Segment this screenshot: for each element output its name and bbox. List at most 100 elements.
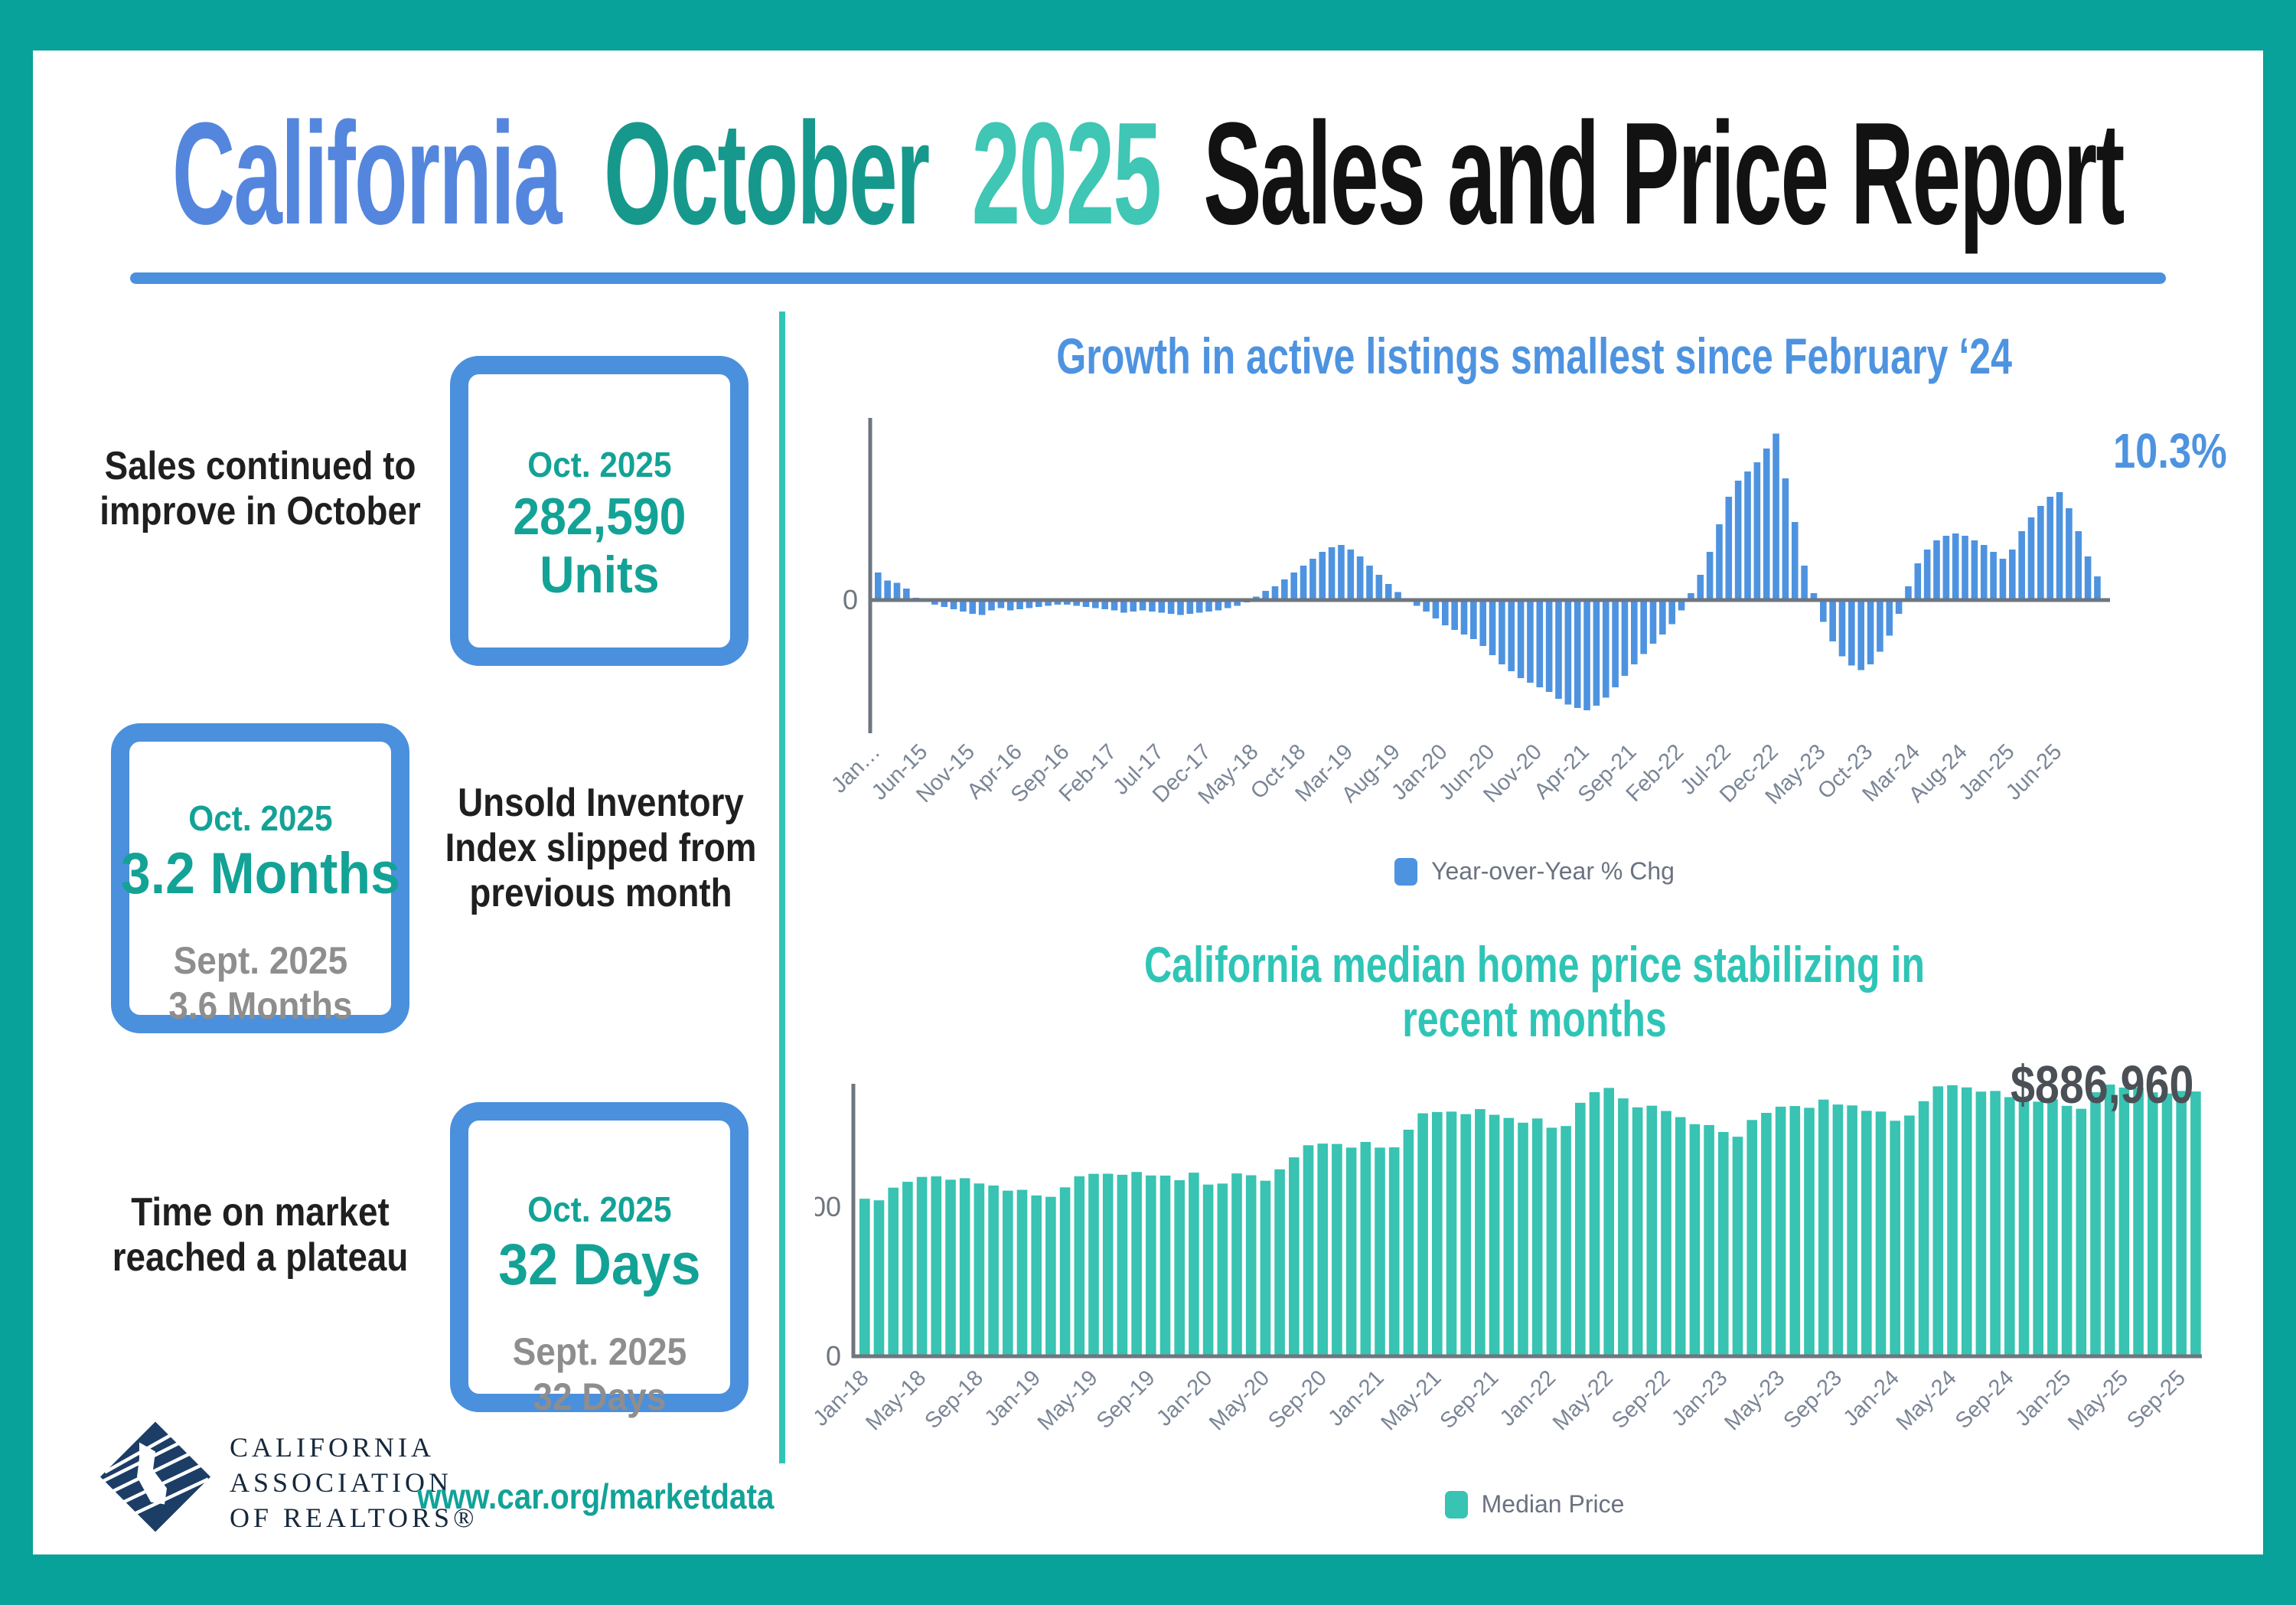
bar — [1149, 600, 1156, 612]
bar — [1319, 552, 1326, 600]
bar — [1564, 600, 1572, 705]
page-title: California October 2025 Sales and Price … — [0, 90, 2296, 257]
bar — [1366, 566, 1373, 600]
bar — [1820, 600, 1827, 622]
stat-inventory-box: Oct. 2025 3.2 Months Sept. 2025 3.6 Mont… — [111, 723, 409, 1033]
bar — [2056, 492, 2063, 600]
bar — [1952, 533, 1959, 600]
stat-sales-value: 282,590 — [512, 487, 687, 546]
bar — [1990, 552, 1997, 600]
bar — [1271, 586, 1279, 600]
y-tick-label: 500000 — [815, 1191, 841, 1222]
stat-sales-period: Oct. 2025 — [527, 445, 672, 484]
bar — [1589, 1091, 1600, 1356]
x-tick-label: Sep-20 — [1264, 1365, 1332, 1434]
logo-line-california: CALIFORNIA — [230, 1432, 435, 1463]
bar — [1403, 1129, 1414, 1356]
bar — [1867, 600, 1874, 664]
bar — [1489, 1114, 1500, 1356]
bar — [1003, 1190, 1013, 1356]
stat-inventory-prev-period: Sept. 2025 — [173, 938, 347, 982]
bar — [1159, 1175, 1171, 1356]
bar — [1470, 600, 1477, 639]
x-tick-label: Sep-21 — [1436, 1365, 1504, 1434]
bar — [1375, 1147, 1385, 1356]
bar — [1384, 584, 1392, 600]
bar — [2037, 506, 2044, 600]
bar — [2090, 1092, 2101, 1356]
title-part-california: California — [172, 93, 563, 255]
bar — [2076, 1108, 2087, 1356]
bar — [988, 1185, 999, 1356]
bar — [1942, 536, 1950, 600]
listings-growth-chart: Growth in active listings smallest since… — [815, 328, 2254, 922]
bar — [1517, 600, 1525, 678]
bar — [1508, 600, 1515, 671]
bar — [1205, 600, 1212, 612]
bar — [1518, 1122, 1528, 1356]
listings-legend-label: Year-over-Year % Chg — [1431, 857, 1675, 885]
bar — [1388, 1147, 1400, 1356]
bar — [1753, 462, 1761, 600]
bar — [2118, 1087, 2130, 1356]
price-latest-value-annotation: $886,960 — [2011, 1055, 2194, 1114]
bar — [1734, 481, 1742, 600]
bar — [988, 600, 995, 611]
bar — [1632, 1107, 1643, 1356]
bar — [2027, 517, 2035, 600]
bar — [1975, 1091, 1987, 1356]
x-tick-label: Sep-18 — [920, 1365, 988, 1434]
bar — [1231, 1173, 1242, 1356]
bar — [931, 1176, 942, 1356]
x-tick-label: May-19 — [1033, 1365, 1103, 1435]
bar — [1791, 522, 1799, 600]
price-legend-label: Median Price — [1481, 1490, 1625, 1518]
bar — [1417, 1113, 1428, 1356]
bar — [2075, 531, 2082, 600]
bar — [1088, 1173, 1099, 1356]
bar — [1990, 1091, 2001, 1356]
bar — [1345, 1147, 1357, 1356]
bar — [1689, 1124, 1701, 1356]
stat-dom-box: Oct. 2025 32 Days Sept. 2025 32 Days — [450, 1102, 748, 1418]
bar — [1646, 1105, 1658, 1356]
logo-line-of-realtors: OF REALTORS® — [230, 1502, 478, 1534]
bar — [1489, 600, 1496, 655]
bar — [873, 1200, 885, 1356]
bar — [1309, 559, 1316, 600]
vertical-divider — [779, 312, 785, 1463]
bar — [1375, 575, 1383, 600]
bar — [1832, 1104, 1844, 1356]
x-tick-label: May-23 — [1720, 1365, 1789, 1435]
x-tick-label: Sep-24 — [1951, 1365, 2019, 1434]
bar — [1139, 600, 1146, 611]
bar — [1603, 1088, 1614, 1356]
bar — [2018, 1098, 2030, 1356]
bar — [1761, 1113, 1772, 1356]
bar — [2018, 531, 2025, 600]
x-tick-label: May-25 — [2063, 1365, 2133, 1435]
bar — [1661, 1111, 1671, 1356]
bar — [1593, 600, 1600, 706]
bar — [1394, 592, 1401, 600]
bar — [1146, 1175, 1156, 1356]
bar — [1045, 600, 1052, 606]
bar — [1338, 545, 1345, 600]
bar — [1706, 552, 1714, 600]
bar — [1971, 540, 1978, 600]
x-tick-label: May-22 — [1548, 1365, 1618, 1435]
bar — [1886, 600, 1893, 636]
bar — [978, 600, 986, 615]
bar — [859, 1199, 870, 1356]
bar — [1877, 600, 1883, 652]
title-part-october: October — [604, 93, 930, 255]
bar — [969, 600, 977, 614]
bar — [1725, 497, 1733, 600]
listings-chart-legend: Year-over-Year % Chg — [815, 857, 2254, 886]
bar — [1432, 600, 1440, 618]
bar — [875, 573, 882, 600]
bar — [1064, 600, 1071, 605]
bar — [1245, 1175, 1257, 1356]
bar — [1961, 1087, 1972, 1356]
bar — [1177, 600, 1184, 615]
